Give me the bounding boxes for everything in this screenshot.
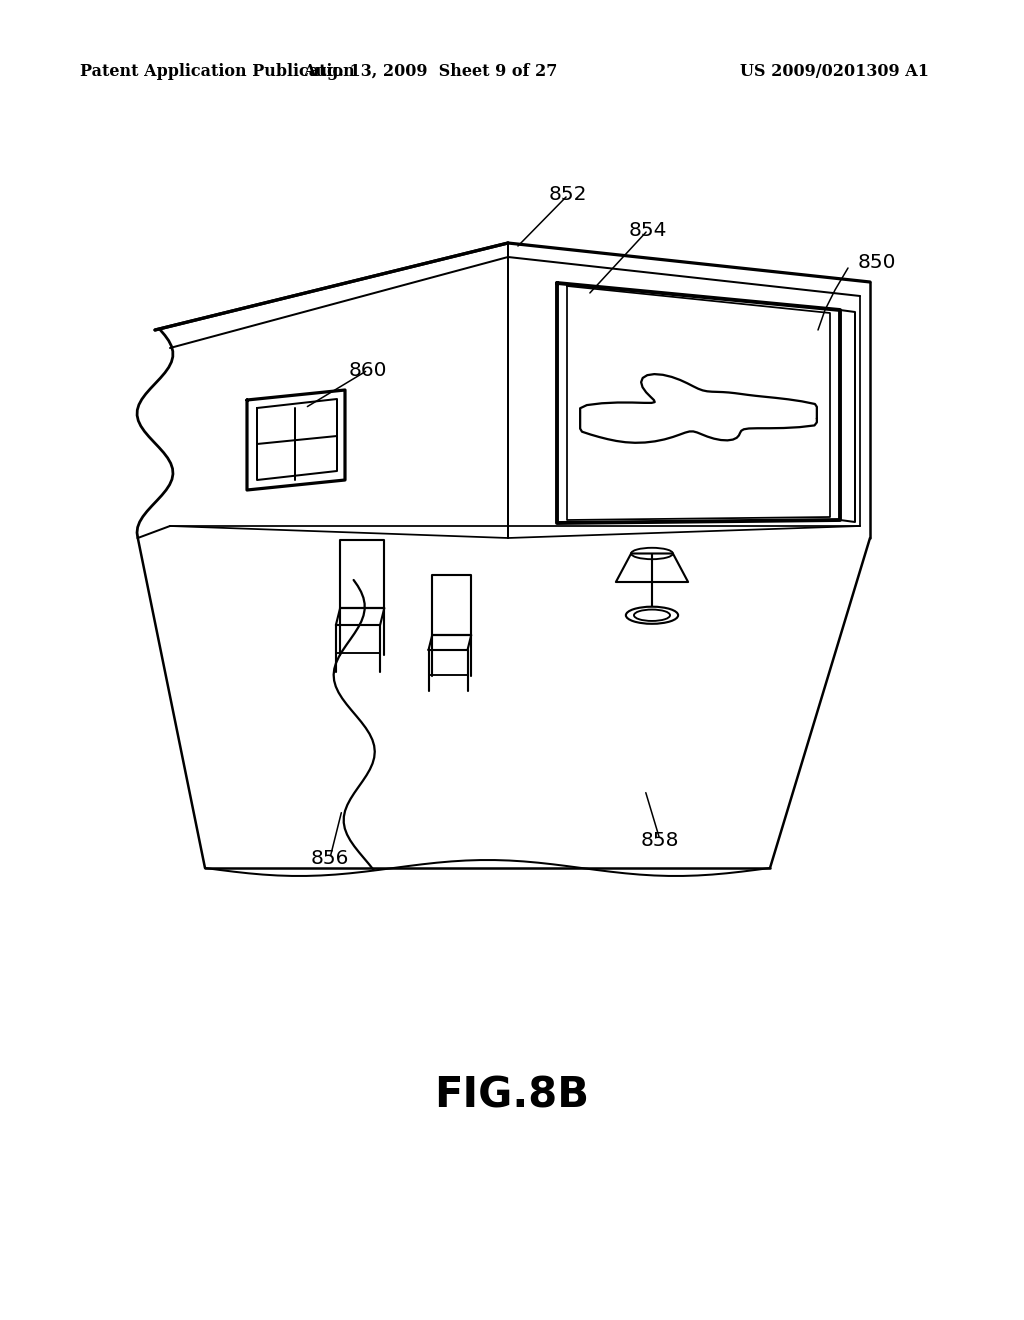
Text: 854: 854 bbox=[629, 220, 668, 239]
Text: 856: 856 bbox=[311, 849, 349, 867]
Text: 858: 858 bbox=[641, 830, 679, 850]
Text: 850: 850 bbox=[858, 253, 896, 272]
Text: US 2009/0201309 A1: US 2009/0201309 A1 bbox=[740, 63, 929, 81]
Text: 860: 860 bbox=[349, 360, 387, 380]
Text: FIG.8B: FIG.8B bbox=[434, 1074, 590, 1115]
Text: Aug. 13, 2009  Sheet 9 of 27: Aug. 13, 2009 Sheet 9 of 27 bbox=[303, 63, 557, 81]
Text: 852: 852 bbox=[549, 186, 587, 205]
Text: Patent Application Publication: Patent Application Publication bbox=[80, 63, 354, 81]
